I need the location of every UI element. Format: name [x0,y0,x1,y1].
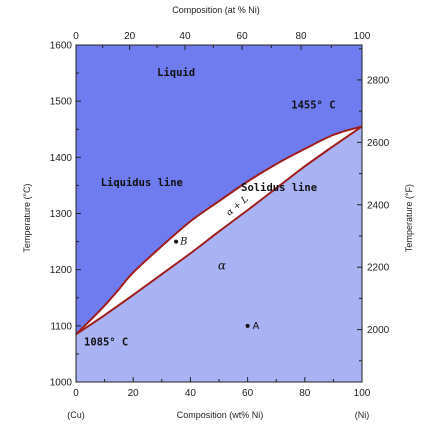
right-tick-label: 2400 [367,200,390,211]
liquidus-curve [75,125,363,335]
copper-melting-point-label: 1085° C [84,337,128,349]
liquid-region [76,45,362,335]
left-tick-label: 1000 [50,378,73,389]
left-axis-ticks: 1000 1100 1200 1300 1400 1500 1600 [50,41,81,389]
liquid-region-label: Liquid [157,67,195,79]
right-tick-label: 2800 [367,75,390,86]
solidus-curve [75,125,363,336]
top-tick-label: 40 [179,31,191,42]
bottom-tick-label: 60 [242,388,254,399]
left-tick-label: 1500 [50,97,73,108]
right-tick-label: 2200 [367,263,390,274]
bottom-tick-label: 0 [73,388,79,399]
bottom-axis-ticks: 0 20 40 60 80 100 [73,377,371,399]
point-a-label: A [253,321,260,332]
copper-end-label: (Cu) [67,410,85,420]
point-b-label: B [179,237,187,248]
bottom-tick-label: 80 [299,388,311,399]
right-axis-ticks: 2000 2200 2400 2600 2800 [357,48,390,362]
left-tick-label: 1100 [50,321,72,332]
bottom-tick-label: 100 [354,388,371,399]
right-tick-label: 2000 [367,325,390,336]
bottom-tick-label: 40 [185,388,197,399]
nickel-end-label: (Ni) [355,410,370,420]
top-tick-label: 100 [354,31,371,42]
left-tick-label: 1300 [50,209,73,220]
point-b-marker [174,239,179,244]
left-axis-title: Temperature (°C) [22,183,32,252]
top-tick-label: 20 [124,31,136,42]
left-tick-label: 1200 [50,265,73,276]
liquidus-line-label: Liquidus line [101,177,183,189]
top-tick-label: 80 [296,31,308,42]
left-tick-label: 1400 [50,153,73,164]
point-a-marker [245,323,250,328]
nickel-melting-point-label: 1455° C [291,100,335,112]
top-tick-label: 0 [73,31,79,42]
left-tick-label: 1600 [50,41,73,52]
alpha-region [76,126,362,382]
right-axis-title: Temperature (°F) [404,184,414,252]
top-tick-label: 60 [237,31,249,42]
bottom-tick-label: 20 [128,388,140,399]
bottom-axis-title: Composition (wt% Ni) [177,410,264,420]
top-axis-title: Composition (at % Ni) [172,5,260,15]
top-axis-ticks: 0 20 40 60 80 100 [73,31,371,50]
alpha-region-label: α [218,259,226,273]
right-tick-label: 2600 [367,138,390,149]
solidus-line-label: Solidus line [241,182,317,194]
